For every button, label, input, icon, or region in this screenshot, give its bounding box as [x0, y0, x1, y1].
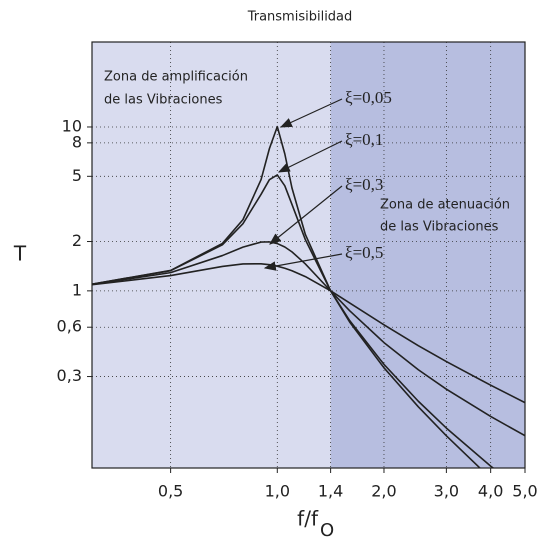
plot-frame	[91, 41, 526, 469]
annotation: de las Vibraciones	[104, 93, 223, 108]
x-tick-label: 0,5	[158, 482, 183, 501]
y-axis-label: T	[13, 242, 27, 266]
annotation: de las Vibraciones	[380, 220, 499, 235]
plot-background	[92, 42, 525, 468]
attenuation-zone	[330, 42, 525, 468]
x-axis-label-subscript: O	[320, 520, 334, 541]
y-tick-label: 0,6	[57, 317, 82, 336]
curve	[92, 241, 525, 437]
curve	[92, 174, 495, 468]
chart-title: Transmisibilidad	[247, 10, 353, 25]
annotation: Zona de amplificación	[104, 70, 248, 85]
amplification-zone	[92, 42, 331, 468]
grid	[92, 42, 526, 468]
label-arrow	[263, 253, 343, 271]
curves	[92, 125, 525, 468]
x-tick-label: 5,0	[512, 482, 537, 501]
label-arrow	[277, 140, 343, 173]
y-tick-label: 10	[62, 116, 82, 135]
y-tick-label: 8	[72, 132, 82, 151]
x-tick-label: 4,0	[478, 482, 503, 501]
x-tick-label: 1,4	[318, 482, 343, 501]
labels: 0,5 1,0 1,4 2,0 3,0 4,0 5,0 108 5 2 1 0,6 0,3 ξ=0,05 ξ…	[57, 41, 538, 501]
annotation: Zona de atenuación	[380, 198, 510, 213]
y-tick-label: 1	[72, 280, 82, 299]
series-label: ξ=0,5	[345, 243, 383, 262]
y-tick-label: 2	[72, 231, 82, 250]
label-arrow	[269, 185, 343, 245]
series-label: ξ=0,05	[345, 88, 392, 107]
y-tick-label: 5	[72, 166, 82, 185]
curve	[92, 262, 525, 404]
series-label: ξ=0,3	[345, 175, 383, 194]
x-tick-label: 3,0	[434, 482, 459, 501]
x-axis-label: f/f	[297, 507, 319, 531]
x-tick-label: 1,0	[265, 482, 290, 501]
series-label: ξ=0,1	[345, 130, 383, 149]
label-arrow	[279, 98, 343, 128]
curve	[92, 125, 482, 468]
y-tick-label: 0,3	[57, 366, 82, 385]
x-tick-label: 2,0	[371, 482, 396, 501]
